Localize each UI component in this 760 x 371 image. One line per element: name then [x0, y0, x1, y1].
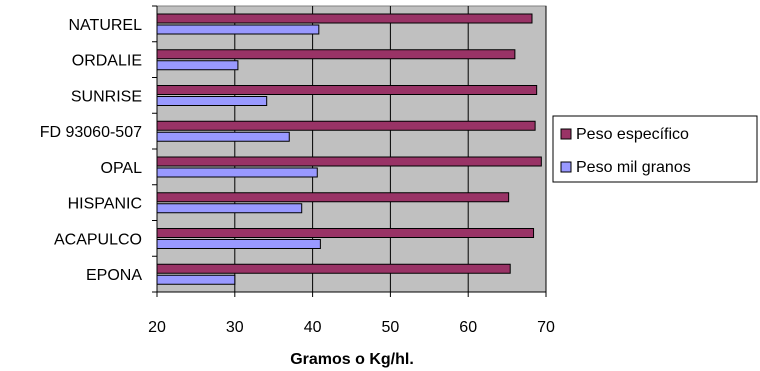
- bar-peso-espec-fico-sunrise: [156, 85, 538, 95]
- legend: Peso específico Peso mil granos: [552, 115, 758, 183]
- legend-swatch-peso-mil-granos: [560, 161, 572, 173]
- bar-peso-mil-granos-ordalie: [156, 60, 239, 71]
- bar-peso-mil-granos-naturel: [156, 24, 320, 35]
- axes: [152, 5, 547, 297]
- bar-peso-espec-fico-ordalie: [156, 49, 516, 60]
- bar-peso-espec-fico-epona: [156, 263, 511, 274]
- x-tick-label-50: 50: [382, 319, 400, 336]
- legend-box: [552, 115, 758, 183]
- x-tick-label-30: 30: [226, 319, 244, 336]
- legend-label-peso-especifico: Peso específico: [576, 126, 689, 143]
- category-label-sunrise: SUNRISE: [71, 88, 142, 105]
- category-label-naturel: NATUREL: [69, 17, 143, 34]
- category-label-opal: OPAL: [101, 160, 143, 177]
- x-tick-labels: 20 30 40 50 60 70: [148, 319, 555, 336]
- x-tick-label-20: 20: [148, 319, 166, 336]
- category-label-epona: EPONA: [86, 267, 142, 284]
- category-labels: NATUREL ORDALIE SUNRISE FD 93060-507 OPAL HIS…: [40, 17, 143, 284]
- bar-peso-espec-fico-hispanic: [156, 192, 510, 203]
- category-label-ordalie: ORDALIE: [72, 53, 142, 70]
- bar-peso-espec-fico-opal: [156, 156, 542, 167]
- bar-peso-mil-granos-epona: [156, 274, 236, 285]
- bar-peso-mil-granos-opal: [156, 167, 318, 178]
- x-tick-label-40: 40: [304, 319, 322, 336]
- bar-peso-mil-granos-hispanic: [156, 203, 303, 214]
- plot-area: [156, 5, 547, 293]
- category-label-acapulco: ACAPULCO: [54, 231, 142, 248]
- x-tick-label-70: 70: [537, 319, 555, 336]
- category-label-fd-93060-507: FD 93060-507: [40, 124, 142, 141]
- legend-label-peso-mil-granos: Peso mil granos: [576, 159, 691, 176]
- bar-peso-espec-fico-fd-93060-507: [156, 120, 536, 131]
- bar-peso-mil-granos-fd-93060-507: [156, 131, 290, 142]
- category-label-hispanic: HISPANIC: [68, 196, 142, 213]
- bar-peso-mil-granos-acapulco: [156, 239, 321, 249]
- legend-swatch-peso-especifico: [560, 128, 572, 140]
- bars: [156, 13, 542, 285]
- x-tick-label-60: 60: [459, 319, 477, 336]
- x-axis-title: Gramos o Kg/hl.: [290, 351, 414, 368]
- bar-peso-mil-granos-sunrise: [156, 96, 268, 106]
- bar-peso-espec-fico-acapulco: [156, 228, 535, 238]
- bar-peso-espec-fico-naturel: [156, 13, 533, 24]
